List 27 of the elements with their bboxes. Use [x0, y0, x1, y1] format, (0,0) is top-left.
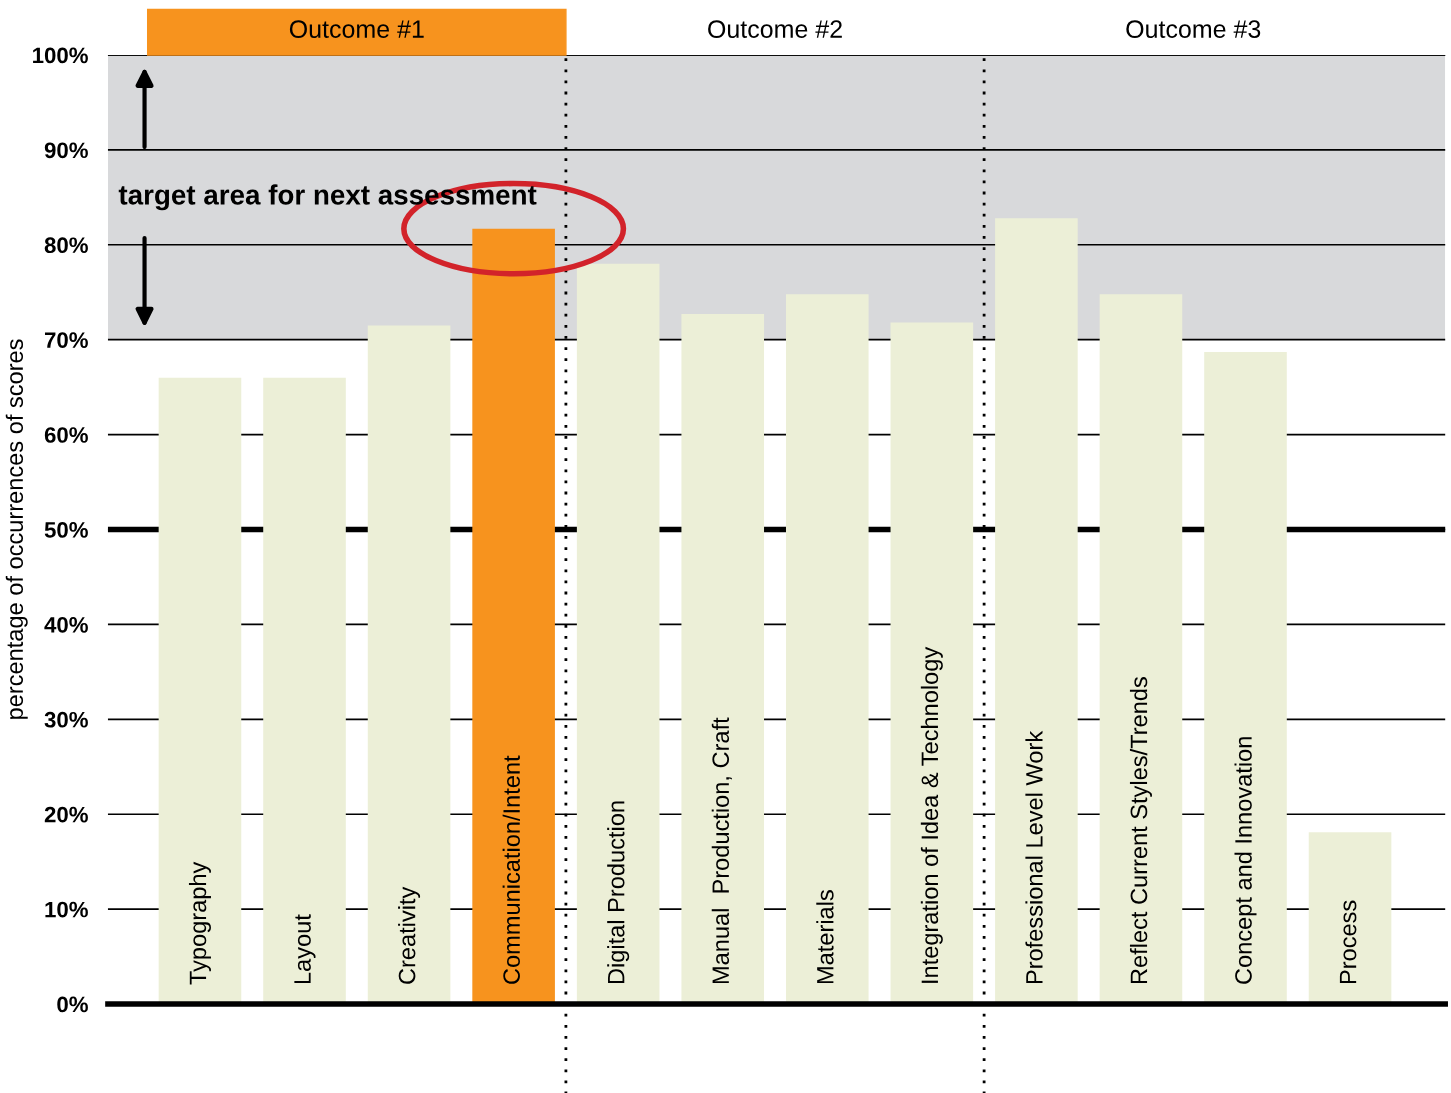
x-tick-label: Typography [188, 861, 211, 985]
x-tick-label: Professional Level Work [1025, 730, 1043, 984]
x-tick-label: Reflect Current Styles/Trends [1129, 677, 1152, 984]
text: Outcome #1 [289, 20, 424, 38]
y-tick-label: 40% [44, 616, 88, 633]
y-tick-label: 0% [57, 996, 88, 1013]
x-tick-label: Layout [294, 914, 316, 984]
x-tick-label: Digital Production [607, 801, 630, 984]
x-tick-label: Creativity [398, 886, 421, 984]
y-tick-label: 90% [44, 142, 88, 159]
y-tick-label: 60% [44, 427, 88, 443]
y-tick-label: 100% [33, 47, 88, 64]
y-tick-label: 70% [44, 332, 88, 348]
y-axis-title: percentage of occurrences of scores [5, 339, 28, 719]
y-tick-label: 30% [44, 711, 88, 728]
x-tick-label: Manual Production, Craft [711, 717, 732, 984]
y-tick-label: 80% [44, 237, 88, 254]
text: Outcome #2 [708, 20, 842, 38]
y-tick-label: 10% [45, 901, 88, 918]
x-tick-label: Communication/Intent [502, 755, 520, 984]
text: Outcome #3 [1126, 20, 1261, 38]
x-tick-label: Process [1339, 900, 1357, 984]
y-tick-label: 20% [44, 806, 88, 823]
x-tick-label: Integration of Idea & Technology [920, 646, 943, 983]
y-tick-label: 50% [44, 522, 88, 538]
x-tick-label: Concept and Innovation [1234, 737, 1257, 984]
x-tick-label: Materials [816, 890, 834, 984]
